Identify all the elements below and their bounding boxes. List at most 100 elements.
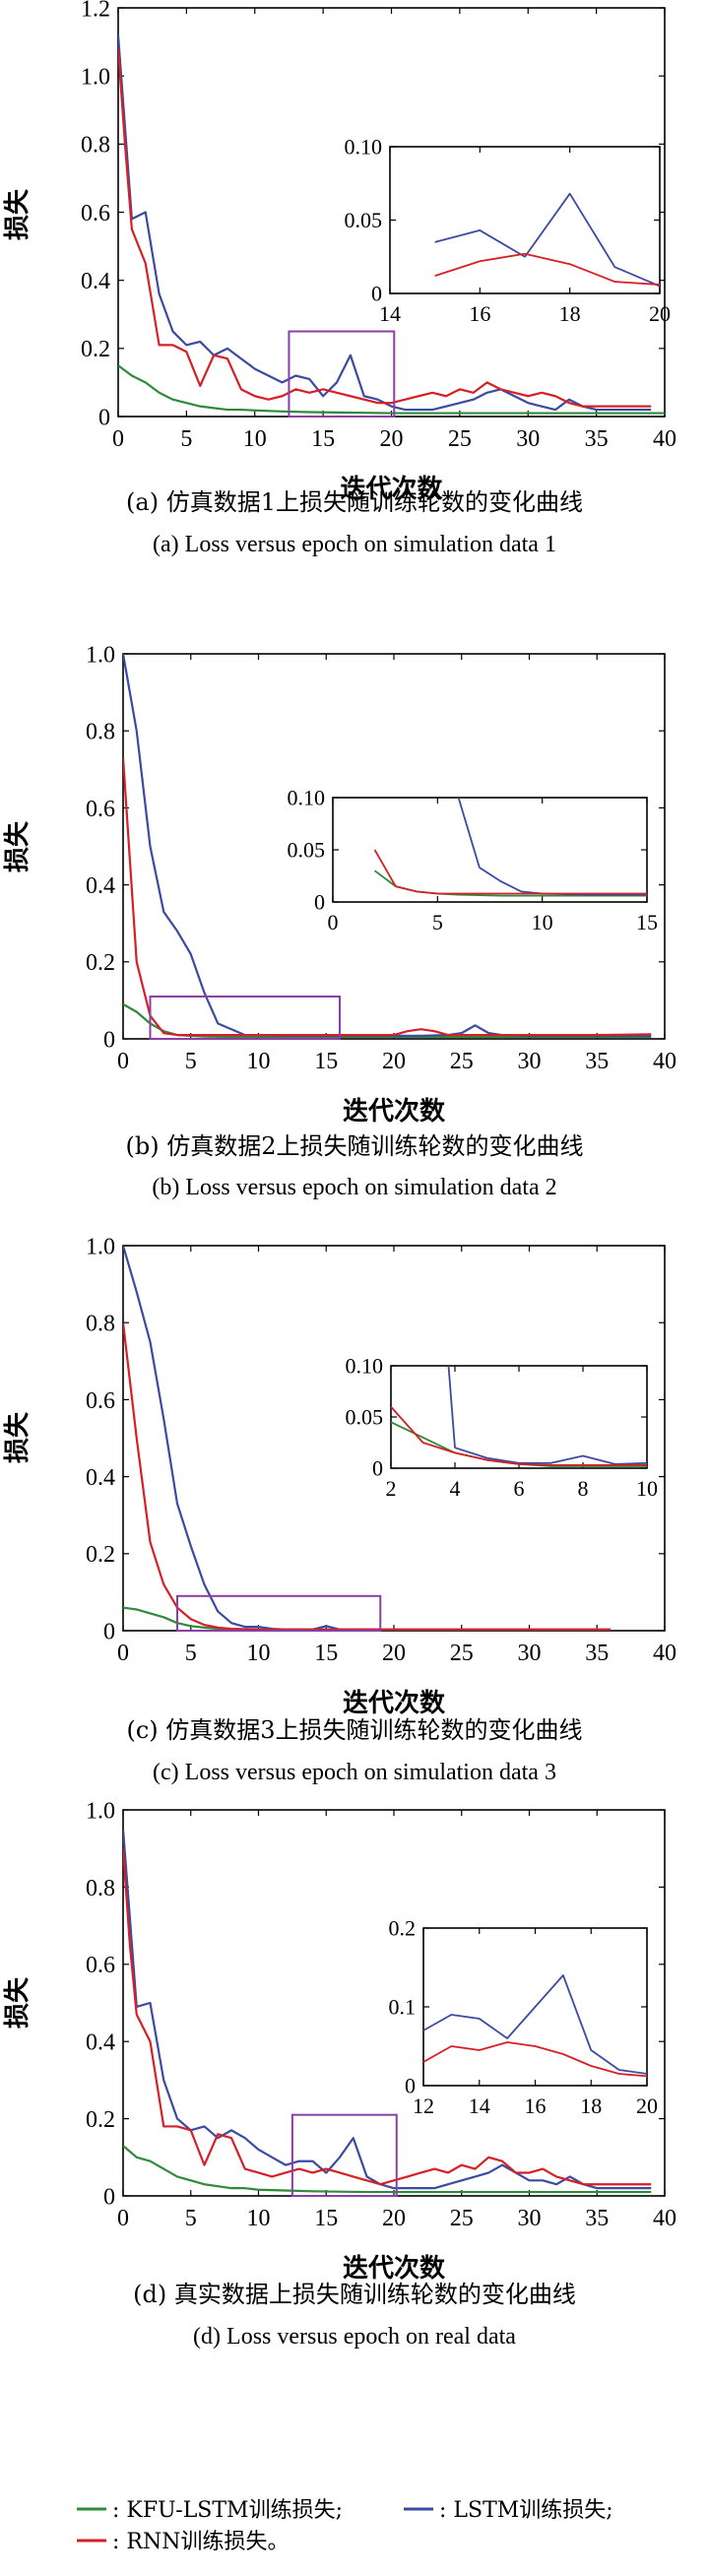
main-c-ytick-label: 0.6 [86, 1388, 115, 1414]
main-d-xtick-label: 15 [314, 2206, 338, 2231]
main-a-ytick-label: 0.4 [81, 269, 110, 294]
main-c-xtick-label: 30 [518, 1641, 542, 1666]
zoom-region-box [176, 1594, 382, 1633]
main-b-xtick-label: 35 [585, 1049, 609, 1074]
inset-xtick-label: 20 [636, 2093, 658, 2118]
inset-xtick-label: 18 [580, 2093, 602, 2118]
main-d-xtick-label: 5 [185, 2206, 197, 2231]
main-a-xtick-label: 20 [380, 426, 404, 452]
main-a-xtick-label: 10 [243, 426, 267, 452]
inset-xtick-label: 16 [525, 2093, 547, 2118]
main-a-ytick-label: 0.8 [81, 133, 110, 159]
inset-xtick-label: 5 [432, 910, 443, 934]
inset-ytick-label: 0.10 [345, 135, 383, 160]
series-rnn-line [123, 1322, 611, 1631]
inset-ytick-label: 0.10 [288, 786, 326, 810]
main-a-xtick-label: 5 [180, 426, 192, 452]
inset-rnn-line [434, 252, 660, 286]
inset-ytick-label: 0.1 [389, 1995, 417, 2020]
main-b-ytick-label: 0.8 [86, 720, 115, 745]
main-d-ytick-label: 0 [103, 2184, 115, 2210]
inset-ytick-label: 0 [314, 890, 325, 915]
main-a-xtick-label: 15 [311, 426, 335, 452]
inset-xtick-label: 8 [578, 1476, 589, 1501]
caption-en: (b) Loss versus epoch on simulation data… [152, 1175, 556, 1200]
main-b-xtick-label: 40 [653, 1049, 677, 1074]
main-d-ytick-label: 0.6 [86, 1953, 115, 1978]
inset-ytick-label: 0.2 [389, 1916, 417, 1941]
main-d-xtick-label: 30 [518, 2206, 542, 2231]
inset-ytick-label: 0.05 [346, 1405, 384, 1430]
inset-xtick-label: 0 [328, 910, 339, 934]
inset-plot: 12 14 16 18 20 0 0.1 0.2 [389, 1916, 659, 2118]
main-a-xtick-label: 35 [585, 426, 609, 452]
main-b-ytick-label: 0.2 [86, 950, 115, 976]
zoom-region-box [290, 2113, 398, 2197]
main-a-ytick-label: 1.0 [81, 65, 110, 91]
main-c-xtick-label: 15 [314, 1641, 338, 1666]
series-rnn-line [123, 757, 652, 1037]
inset-xtick-label: 4 [450, 1476, 461, 1501]
inset-xtick-label: 14 [469, 2093, 490, 2118]
legend-lstm-label: : LSTM训练损失; [439, 2498, 613, 2523]
inset-xtick-label: 6 [514, 1476, 525, 1501]
inset-xtick-label: 14 [379, 301, 401, 326]
main-d-ytick-label: 0.2 [86, 2107, 115, 2133]
main-a-xtick-label: 30 [516, 426, 540, 452]
y-axis-label: 损失 [3, 1411, 32, 1463]
inset-xtick-label: 16 [469, 301, 490, 326]
inset-ytick-label: 0.05 [288, 838, 326, 863]
main-c-xtick-label: 35 [585, 1641, 609, 1666]
main-c-ytick-label: 0.2 [86, 1542, 115, 1568]
main-b-xtick-label: 5 [185, 1049, 197, 1074]
caption-cn: (c) 仿真数据3上损失随训练轮数的变化曲线 [126, 1716, 582, 1744]
legend-kfu-label: : KFU-LSTM训练损失; [112, 2498, 343, 2523]
inset-plot: 14 16 18 20 0 0.05 0.10 [345, 135, 672, 326]
main-c-ytick-label: 1.0 [86, 1234, 115, 1259]
inset-rnn-line [391, 1406, 647, 1466]
inset-frame [389, 146, 661, 294]
chart-panel-d: 0 5 10 15 20 25 30 35 40 0 0.2 0.4 0.6 0.8 1.0 12 14 16 18… [3, 1798, 677, 2350]
main-d-xtick-label: 35 [585, 2206, 609, 2231]
caption-en: (a) Loss versus epoch on simulation data… [153, 532, 556, 557]
inset-lstm-line [447, 1366, 647, 1465]
main-b-xtick-label: 0 [117, 1049, 129, 1074]
series-kfu-line [123, 1002, 652, 1039]
inset-ytick-label: 0.05 [345, 208, 383, 232]
main-b-ytick-label: 1.0 [86, 642, 115, 668]
main-d-xtick-label: 10 [247, 2206, 271, 2231]
inset-xtick-label: 10 [636, 1476, 658, 1501]
x-axis-label: 迭代次数 [343, 1097, 446, 1127]
main-a-ytick-label: 0 [98, 405, 110, 430]
main-a-xtick-label: 40 [653, 426, 677, 452]
main-d-xtick-label: 40 [653, 2206, 677, 2231]
caption-en: (d) Loss versus epoch on real data [193, 2324, 516, 2350]
series-rnn-line [118, 48, 652, 408]
zoom-region-box [149, 995, 341, 1040]
main-b-xtick-label: 20 [382, 1049, 406, 1074]
zoom-region-box [288, 330, 396, 418]
main-d-ytick-label: 1.0 [86, 1798, 115, 1824]
main-d-xtick-label: 25 [450, 2206, 474, 2231]
main-b-ytick-label: 0.4 [86, 873, 115, 899]
x-axis-label: 迭代次数 [343, 1689, 446, 1718]
caption-cn: (b) 仿真数据2上损失随训练轮数的变化曲线 [126, 1132, 584, 1160]
legend: : KFU-LSTM训练损失; : LSTM训练损失; : RNN训练损失。 [77, 2498, 613, 2554]
main-c-xtick-label: 40 [653, 1641, 677, 1666]
main-c-xtick-label: 25 [450, 1641, 474, 1666]
series-lstm-line [118, 34, 652, 412]
y-axis-label: 损失 [3, 820, 32, 872]
main-c-xtick-label: 5 [185, 1641, 197, 1666]
inset-xtick-label: 15 [636, 910, 658, 934]
caption-cn: (d) 真实数据上损失随训练轮数的变化曲线 [133, 2281, 576, 2308]
y-axis-label: 损失 [3, 1976, 32, 2029]
x-axis-label: 迭代次数 [343, 2254, 446, 2284]
main-a-ytick-label: 0.6 [81, 201, 110, 226]
main-b-ytick-label: 0.6 [86, 797, 115, 822]
main-b-ytick-label: 0 [103, 1027, 115, 1053]
inset-ytick-label: 0 [405, 2074, 416, 2098]
series-kfu-line [118, 364, 665, 415]
